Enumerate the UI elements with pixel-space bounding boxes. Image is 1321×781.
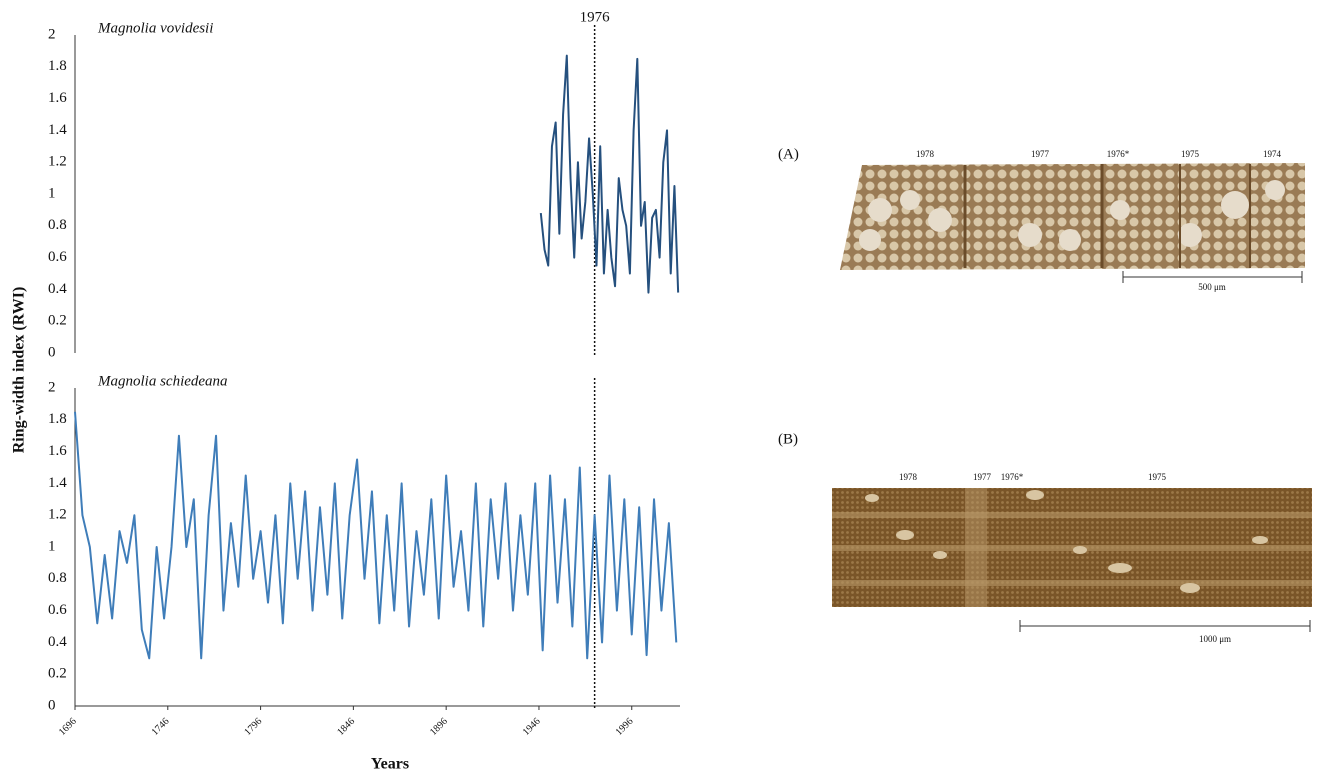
y-tick-label: 0.8 xyxy=(48,570,67,586)
panel-label: (B) xyxy=(778,431,798,447)
micrograph-b xyxy=(832,488,1312,632)
y-tick-label: 1.6 xyxy=(48,90,67,106)
x-tick-label: 1746 xyxy=(150,716,172,738)
ring-year: 1977 xyxy=(1031,149,1050,159)
ring-year: 1977 xyxy=(973,472,992,482)
y-tick-label: 1 xyxy=(48,185,56,201)
y-tick-label: 0.2 xyxy=(48,666,67,682)
y-tick-label: 2 xyxy=(48,379,56,395)
y-tick-label: 1.4 xyxy=(48,122,67,138)
y-tick-label: 0.8 xyxy=(48,217,67,233)
panel-title: Magnolia vovidesii xyxy=(97,20,213,36)
panel-label: (A) xyxy=(778,146,799,162)
scale-label: 500 μm xyxy=(1198,282,1226,292)
ring-year: 1976* xyxy=(1107,149,1130,159)
ring-year: 1975 xyxy=(1181,149,1200,159)
y-tick-label: 2 xyxy=(48,26,56,42)
y-tick-label: 1.4 xyxy=(48,475,67,491)
y-tick-label: 1.6 xyxy=(48,443,67,459)
series-line xyxy=(539,54,680,294)
ring-year: 1976* xyxy=(1001,472,1024,482)
x-tick-label: 1896 xyxy=(428,716,450,738)
x-tick-label: 1996 xyxy=(614,716,636,738)
x-tick-label: 1846 xyxy=(335,716,357,738)
ring-year: 1978 xyxy=(899,472,918,482)
ring-year: 1978 xyxy=(916,149,935,159)
y-tick-label: 1 xyxy=(48,538,56,554)
ring-year: 1975 xyxy=(1148,472,1167,482)
y-axis-label: Ring-width index (RWI) xyxy=(11,287,28,454)
y-tick-label: 1.2 xyxy=(48,507,67,523)
micrograph-a xyxy=(840,163,1305,283)
x-tick-label: 1946 xyxy=(521,716,543,738)
y-tick-label: 0 xyxy=(48,344,56,360)
x-tick-label: 1796 xyxy=(242,716,264,738)
y-tick-label: 1.2 xyxy=(48,154,67,170)
y-tick-label: 0.4 xyxy=(48,634,67,650)
scale-label: 1000 μm xyxy=(1199,634,1231,644)
ring-year: 1974 xyxy=(1263,149,1282,159)
y-tick-label: 1.8 xyxy=(48,58,67,74)
y-tick-label: 0.4 xyxy=(48,281,67,297)
y-tick-label: 0.6 xyxy=(48,602,67,618)
series-line xyxy=(74,411,678,660)
y-tick-label: 0.2 xyxy=(48,313,67,329)
y-tick-label: 1.8 xyxy=(48,411,67,427)
reference-label: 1976 xyxy=(580,9,611,25)
y-tick-label: 0.6 xyxy=(48,249,67,265)
x-tick-label: 1696 xyxy=(57,716,79,738)
y-tick-label: 0 xyxy=(48,697,56,713)
x-axis-label: Years xyxy=(371,756,409,773)
panel-title: Magnolia schiedeana xyxy=(97,373,228,389)
